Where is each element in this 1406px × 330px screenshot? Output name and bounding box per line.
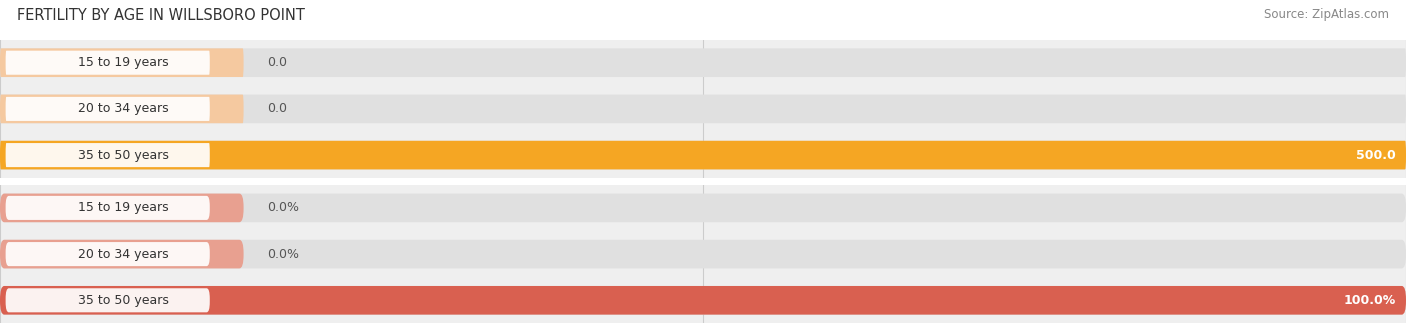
Text: Source: ZipAtlas.com: Source: ZipAtlas.com [1264,8,1389,21]
FancyBboxPatch shape [6,288,209,312]
Text: 0.0: 0.0 [267,56,287,69]
Text: 20 to 34 years: 20 to 34 years [79,102,169,115]
Text: 15 to 19 years: 15 to 19 years [79,201,169,214]
FancyBboxPatch shape [6,51,209,75]
FancyBboxPatch shape [0,141,1406,169]
Text: 0.0%: 0.0% [267,201,299,214]
FancyBboxPatch shape [0,49,1406,77]
Text: 0.0: 0.0 [267,102,287,115]
Text: FERTILITY BY AGE IN WILLSBORO POINT: FERTILITY BY AGE IN WILLSBORO POINT [17,8,305,23]
FancyBboxPatch shape [0,194,243,222]
FancyBboxPatch shape [0,95,1406,123]
FancyBboxPatch shape [0,286,1406,314]
FancyBboxPatch shape [6,196,209,220]
FancyBboxPatch shape [0,95,243,123]
Text: 100.0%: 100.0% [1344,294,1396,307]
FancyBboxPatch shape [6,97,209,121]
FancyBboxPatch shape [6,143,209,167]
FancyBboxPatch shape [0,240,1406,268]
FancyBboxPatch shape [0,286,1406,314]
Text: 20 to 34 years: 20 to 34 years [79,248,169,261]
FancyBboxPatch shape [6,242,209,266]
Text: 35 to 50 years: 35 to 50 years [79,294,169,307]
FancyBboxPatch shape [0,194,1406,222]
FancyBboxPatch shape [0,240,243,268]
Text: 0.0%: 0.0% [267,248,299,261]
FancyBboxPatch shape [0,49,243,77]
Text: 15 to 19 years: 15 to 19 years [79,56,169,69]
Text: 35 to 50 years: 35 to 50 years [79,148,169,162]
Text: 500.0: 500.0 [1357,148,1396,162]
FancyBboxPatch shape [0,141,1406,169]
